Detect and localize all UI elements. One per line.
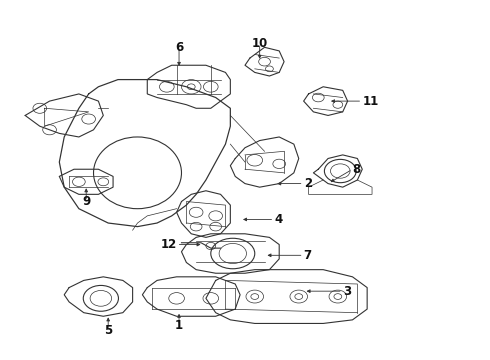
- Text: 4: 4: [274, 213, 283, 226]
- Text: 11: 11: [362, 95, 378, 108]
- Text: 6: 6: [175, 41, 183, 54]
- Text: 2: 2: [304, 177, 312, 190]
- Text: 5: 5: [104, 324, 112, 337]
- Text: 10: 10: [251, 37, 268, 50]
- Text: 3: 3: [343, 285, 351, 298]
- Text: 12: 12: [160, 238, 176, 251]
- Text: 7: 7: [304, 249, 312, 262]
- Text: 8: 8: [352, 163, 361, 176]
- Text: 9: 9: [82, 195, 90, 208]
- Text: 1: 1: [175, 319, 183, 332]
